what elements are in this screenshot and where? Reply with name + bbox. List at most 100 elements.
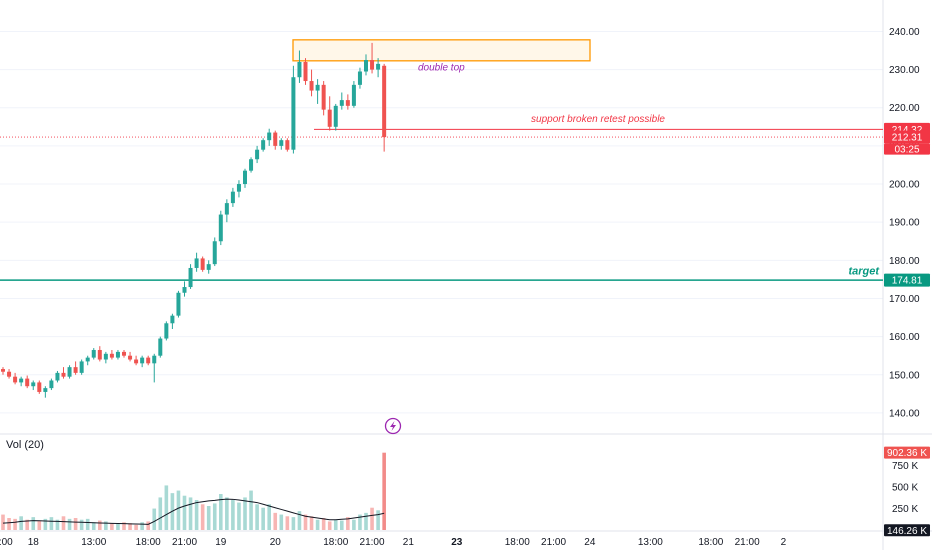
candles <box>1 42 387 398</box>
candle <box>261 138 266 152</box>
svg-text:146.26 K: 146.26 K <box>887 526 927 537</box>
svg-text:902.36 K: 902.36 K <box>887 448 927 459</box>
volume-bar <box>122 522 126 530</box>
volume-bar <box>200 504 205 530</box>
volume-bar <box>273 512 278 530</box>
candle <box>339 92 344 110</box>
volume-bar <box>352 519 356 530</box>
volume-bar <box>182 495 187 530</box>
candle <box>376 58 381 78</box>
countdown-tag: 03:25 <box>884 143 930 156</box>
candle <box>49 378 54 391</box>
candle <box>91 348 96 360</box>
volume-tick-label: 250 K <box>892 504 918 515</box>
target-label[interactable]: target <box>848 265 880 277</box>
svg-text:03:25: 03:25 <box>894 145 919 156</box>
volume-bar <box>255 504 259 530</box>
candle <box>152 353 157 383</box>
time-tick-label: 21:00 <box>172 537 197 548</box>
price-axis[interactable]: 240.00230.00220.00210.00200.00190.00180.… <box>889 27 920 419</box>
volume-bar <box>158 497 163 530</box>
price-tick-label: 190.00 <box>889 218 920 229</box>
time-tick-label: 19 <box>215 537 227 548</box>
candle <box>1 367 5 375</box>
candle <box>267 128 272 146</box>
volume-bar <box>91 522 96 530</box>
candle <box>61 367 66 379</box>
time-tick-label: 1:00 <box>0 537 13 548</box>
double-top-label[interactable]: double top <box>418 62 465 73</box>
candle <box>194 252 199 272</box>
candle <box>31 380 36 391</box>
candle <box>7 369 12 379</box>
time-tick-label: 2 <box>781 537 787 548</box>
candle <box>333 103 338 131</box>
volume-tick-label: 750 K <box>892 461 918 472</box>
candle <box>182 281 187 297</box>
candle <box>243 168 247 188</box>
volume-bar <box>382 452 386 530</box>
volume-title: Vol (20) <box>6 439 44 451</box>
svg-text:174.81: 174.81 <box>892 276 923 287</box>
time-tick-label: 13:00 <box>81 537 106 548</box>
volume-bar <box>152 508 157 530</box>
price-tick-label: 150.00 <box>889 370 920 381</box>
volume-bar <box>376 510 380 530</box>
candle <box>297 50 302 83</box>
volume-bar <box>370 507 374 530</box>
volume-bar <box>7 518 11 530</box>
candle <box>218 210 223 246</box>
candle <box>134 355 139 366</box>
volume-bar <box>176 490 181 530</box>
time-tick-label: 18:00 <box>505 537 530 548</box>
volume-bar <box>43 518 48 530</box>
volume-bar <box>55 519 60 530</box>
volume-bar <box>140 522 144 530</box>
candle <box>279 138 284 150</box>
candle <box>25 375 30 389</box>
time-tick-label: 23 <box>451 537 463 548</box>
candle <box>212 237 217 267</box>
volume-bar <box>321 518 326 530</box>
volume-bar <box>146 521 150 530</box>
volume-axis[interactable]: 750 K 500 K 250 K <box>892 461 918 515</box>
volume-bar <box>231 500 235 530</box>
price-tick-label: 220.00 <box>889 103 920 114</box>
candle <box>140 355 145 368</box>
volume-bars <box>1 452 386 530</box>
volume-bar <box>225 497 229 530</box>
volume-bar <box>116 524 120 530</box>
volume-bar <box>188 497 193 530</box>
price-tick-label: 160.00 <box>889 332 920 343</box>
candle <box>158 336 163 358</box>
time-tick-label: 21:00 <box>360 537 385 548</box>
candle <box>315 79 320 104</box>
price-tick-label: 200.00 <box>889 180 920 191</box>
volume-bar <box>327 521 332 530</box>
support-broken-label[interactable]: support broken retest possible <box>531 114 665 125</box>
candle <box>285 138 290 152</box>
volume-bar <box>110 523 114 530</box>
price-tick-label: 180.00 <box>889 256 920 267</box>
volume-bar <box>31 517 36 530</box>
candle <box>55 370 60 383</box>
candle <box>351 81 356 108</box>
resistance-box[interactable] <box>292 39 591 62</box>
volume-bar <box>303 514 308 530</box>
volume-bar <box>73 518 78 530</box>
candle <box>303 58 308 85</box>
candle <box>170 313 175 329</box>
time-axis[interactable]: 1:00 18 13:00 18:00 21:00 19 20 18:00 21:00 21 23 1… <box>0 537 787 548</box>
candle <box>122 349 126 358</box>
candle <box>291 65 296 154</box>
candle <box>176 290 181 318</box>
candle <box>273 130 278 150</box>
time-tick-label: 18:00 <box>323 537 348 548</box>
volume-bar <box>297 511 302 530</box>
candle <box>115 349 120 360</box>
volume-bar <box>85 518 90 530</box>
volume-ma-line <box>2 498 385 525</box>
lightning-icon[interactable] <box>384 417 402 435</box>
